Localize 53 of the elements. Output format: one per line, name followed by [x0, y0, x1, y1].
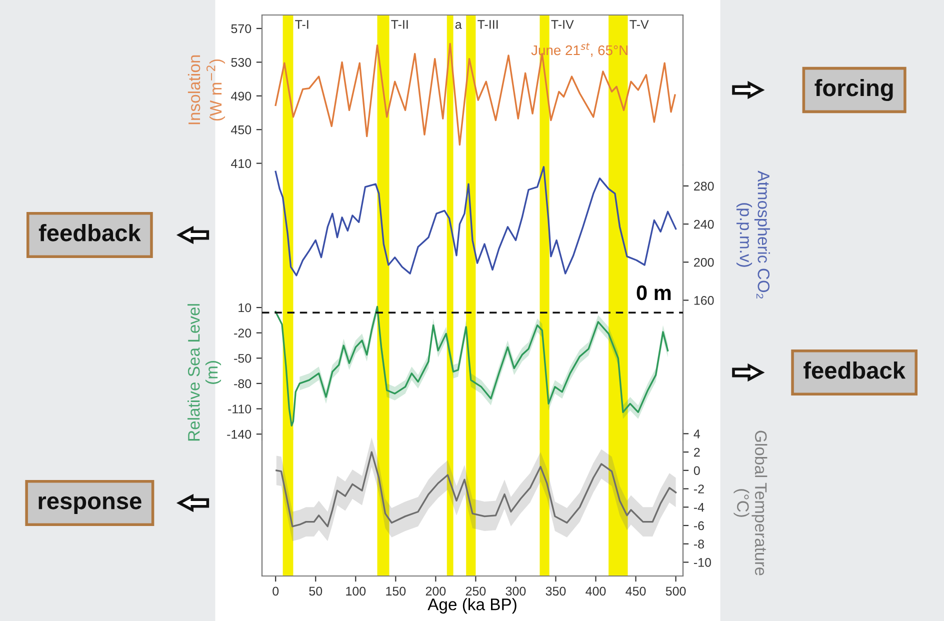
- x-tick-label: 100: [346, 586, 366, 596]
- line-series: [274, 166, 677, 276]
- y2-tick-label: 200: [694, 258, 714, 267]
- text: response: [38, 496, 142, 514]
- x-tick-label: 200: [426, 586, 446, 596]
- y2-tick-label: -4: [694, 503, 704, 512]
- y2-tick-label: 0: [694, 466, 700, 476]
- x-axis-title: Age (ka BP): [428, 598, 516, 614]
- y-tick-label: 530: [231, 58, 252, 67]
- y2-axis-title: Global Temperature (°C): [734, 430, 768, 576]
- band-label: T-IV: [551, 20, 574, 29]
- x-tick-label: 450: [626, 586, 646, 596]
- y-tick-label: 410: [231, 159, 252, 168]
- x-tick-label: 400: [586, 586, 606, 596]
- line-series: [274, 42, 676, 146]
- y-tick-label: -20: [234, 328, 252, 338]
- y2-tick-label: 280: [694, 182, 714, 191]
- x-tick-label: 250: [466, 586, 486, 596]
- band-label: T-III: [478, 20, 498, 29]
- y2-tick-label: 160: [694, 296, 714, 305]
- x-tick-label: 50: [309, 586, 322, 596]
- band-label: T-II: [391, 20, 408, 29]
- y-tick-label: -140: [227, 430, 252, 439]
- ref-line-label: 0 m: [636, 285, 671, 300]
- x-tick-label: 500: [666, 586, 686, 596]
- band-label: a: [455, 22, 462, 29]
- y-tick-label: -110: [228, 404, 252, 414]
- y2-tick-label: -10: [694, 558, 711, 567]
- line-series: [276, 451, 677, 528]
- x-tick-label: 0: [272, 586, 279, 596]
- y-tick-label: 450: [231, 125, 252, 134]
- y-tick-label: 570: [231, 24, 252, 34]
- y2-tick-label: -6: [694, 521, 704, 530]
- y2-tick-label: 240: [694, 220, 714, 229]
- y2-tick-label: 4: [694, 430, 700, 438]
- text: forcing: [814, 78, 893, 102]
- band-label: T-V: [630, 20, 649, 29]
- x-tick-label: 150: [386, 586, 406, 596]
- text: feedback: [804, 361, 906, 379]
- band-label: T-I: [295, 20, 308, 29]
- y-axis-title: Insolation (W m$^{−2}$): [188, 55, 225, 124]
- y2-tick-label: -8: [694, 540, 704, 549]
- y-tick-label: -50: [234, 354, 252, 363]
- y2-tick-label: -2: [694, 484, 704, 494]
- text: feedback: [38, 224, 141, 242]
- x-tick-label: 350: [546, 586, 566, 596]
- x-tick-label: 300: [506, 586, 526, 596]
- y-axis-title: Relative Sea Level (m): [188, 304, 222, 441]
- y2-tick-label: 2: [694, 448, 700, 457]
- y-tick-label: -80: [234, 379, 252, 388]
- y-tick-label: 10: [238, 303, 252, 312]
- y-tick-label: 490: [231, 92, 252, 101]
- y2-axis-title: Atmospheric CO₂ (p.p.m.v): [736, 170, 770, 299]
